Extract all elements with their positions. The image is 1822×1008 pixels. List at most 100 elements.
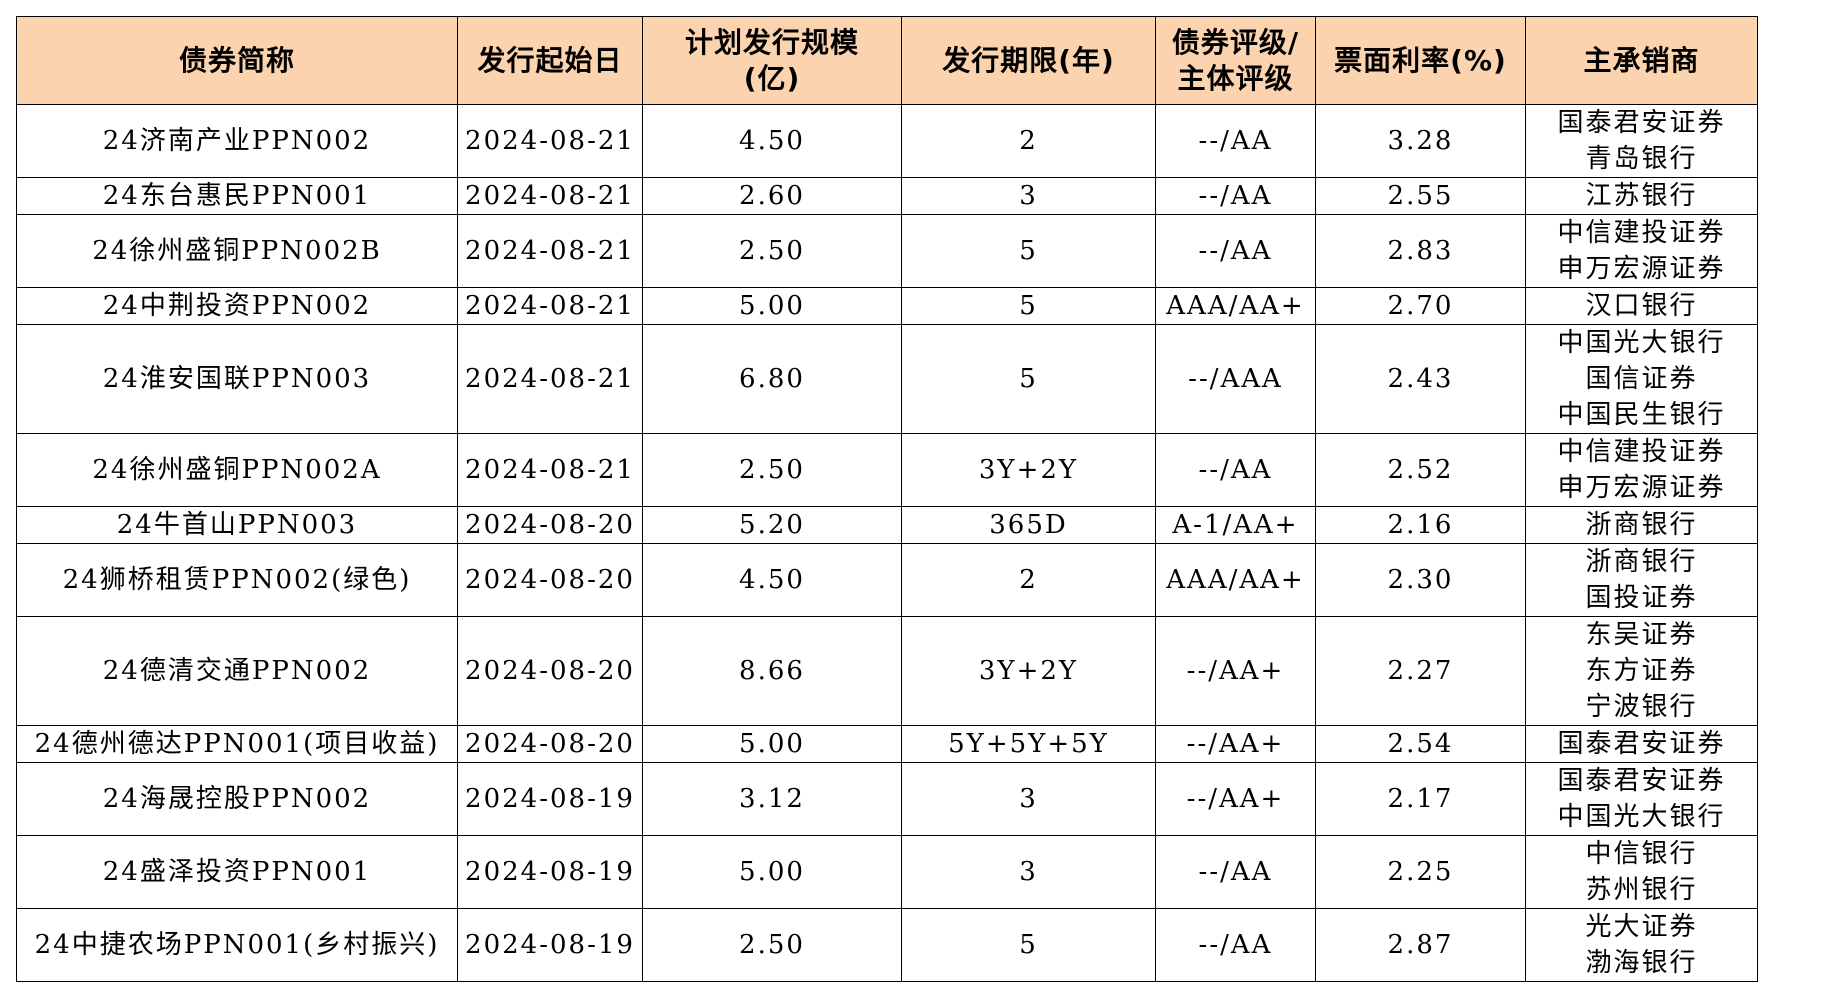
table-row: 24徐州盛铜PPN002B 2024-08-21 2.50 5 --/AA 2.83 中信建… [16, 214, 1758, 288]
header-rating-line: 债券评级/ [1171, 25, 1300, 59]
start-date-cell: 2024-08-21 [457, 324, 643, 434]
rating-cell: --/AA+ [1155, 762, 1316, 836]
table-row: 24盛泽投资PPN001 2024-08-19 5.00 3 --/AA 2.25 中信银行… [16, 835, 1758, 909]
planned-scale-cell: 4.50 [642, 543, 902, 617]
lead-underwriter-cell: 国泰君安证券 中国光大银行 [1525, 762, 1758, 836]
coupon-rate-cell: 2.30 [1315, 543, 1526, 617]
bond-name-cell: 24狮桥租赁PPN002(绿色) [16, 543, 458, 617]
planned-scale-cell: 2.60 [642, 177, 902, 215]
underwriter-name: 汉口银行 [1585, 291, 1698, 321]
table-row: 24徐州盛铜PPN002A 2024-08-21 2.50 3Y+2Y --/AA 2.5… [16, 433, 1758, 507]
header-lead-underwriter-line: 主承销商 [1583, 43, 1700, 77]
lead-underwriter-cell: 中国光大银行 国信证券中国民生银行 [1525, 324, 1758, 434]
rating-cell: --/AA [1155, 104, 1316, 178]
underwriter-name: 中国民生银行 [1557, 400, 1726, 430]
rating-cell: --/AA+ [1155, 725, 1316, 763]
underwriter-name: 中信银行 [1585, 839, 1698, 869]
start-date-cell: 2024-08-20 [457, 506, 643, 544]
term-cell: 3Y+2Y [901, 616, 1156, 726]
table-row: 24东台惠民PPN001 2024-08-21 2.60 3 --/AA 2.55 江苏银行 [16, 177, 1758, 215]
rating-cell: AAA/AA+ [1155, 543, 1316, 617]
start-date-cell: 2024-08-19 [457, 835, 643, 909]
underwriter-name: 浙商银行 [1585, 510, 1698, 540]
planned-scale-cell: 6.80 [642, 324, 902, 434]
underwriter-name: 宁波银行 [1585, 692, 1698, 722]
header-start-date: 发行起始日 [457, 16, 643, 105]
table-row: 24济南产业PPN002 2024-08-21 4.50 2 --/AA 3.28 国泰君安… [16, 104, 1758, 178]
underwriter-name: 东方证券 [1585, 656, 1698, 686]
table-row: 24淮安国联PPN003 2024-08-21 6.80 5 --/AAA 2.43 中国光… [16, 324, 1758, 434]
table-row: 24中荆投资PPN002 2024-08-21 5.00 5 AAA/AA+ 2.70 汉口… [16, 287, 1758, 325]
term-cell: 3 [901, 762, 1156, 836]
lead-underwriter-cell: 汉口银行 [1525, 287, 1758, 325]
coupon-rate-cell: 2.83 [1315, 214, 1526, 288]
header-lead-underwriter: 主承销商 [1525, 16, 1758, 105]
term-cell: 3 [901, 177, 1156, 215]
rating-cell: --/AA [1155, 908, 1316, 982]
table-row: 24德清交通PPN002 2024-08-20 8.66 3Y+2Y --/AA+ 2.2… [16, 616, 1758, 726]
rating-cell: A-1/AA+ [1155, 506, 1316, 544]
underwriter-name: 中国光大银行 [1557, 802, 1726, 832]
start-date-cell: 2024-08-20 [457, 725, 643, 763]
term-cell: 5 [901, 908, 1156, 982]
term-cell: 5 [901, 214, 1156, 288]
header-coupon-rate-line: 票面利率(%) [1334, 43, 1507, 77]
lead-underwriter-cell: 国泰君安证券 [1525, 725, 1758, 763]
coupon-rate-cell: 2.54 [1315, 725, 1526, 763]
term-cell: 3Y+2Y [901, 433, 1156, 507]
coupon-rate-cell: 2.25 [1315, 835, 1526, 909]
underwriter-name: 国泰君安证券 [1557, 108, 1726, 138]
header-planned-scale: 计划发行规模 (亿) [642, 16, 902, 105]
underwriter-name: 申万宏源证券 [1557, 473, 1726, 503]
term-cell: 365D [901, 506, 1156, 544]
lead-underwriter-cell: 浙商银行 国投证券 [1525, 543, 1758, 617]
table-row: 24德州德达PPN001(项目收益) 2024-08-20 5.00 5Y+5Y+5Y… [16, 725, 1758, 763]
start-date-cell: 2024-08-21 [457, 287, 643, 325]
start-date-cell: 2024-08-21 [457, 214, 643, 288]
header-bond-name-line: 债券简称 [178, 43, 295, 77]
lead-underwriter-cell: 光大证券 渤海银行 [1525, 908, 1758, 982]
bond-name-cell: 24中荆投资PPN002 [16, 287, 458, 325]
coupon-rate-cell: 2.52 [1315, 433, 1526, 507]
underwriter-name: 浙商银行 [1585, 547, 1698, 577]
underwriter-name: 中信建投证券 [1557, 437, 1726, 467]
coupon-rate-cell: 3.28 [1315, 104, 1526, 178]
coupon-rate-cell: 2.43 [1315, 324, 1526, 434]
rating-cell: --/AA [1155, 433, 1316, 507]
underwriter-name: 国投证券 [1585, 583, 1698, 613]
table-row: 24海晟控股PPN002 2024-08-19 3.12 3 --/AA+ 2.17 国泰君… [16, 762, 1758, 836]
term-cell: 5Y+5Y+5Y [901, 725, 1156, 763]
start-date-cell: 2024-08-20 [457, 616, 643, 726]
lead-underwriter-cell: 国泰君安证券 青岛银行 [1525, 104, 1758, 178]
header-term-line: 发行期限(年) [942, 43, 1115, 77]
underwriter-name: 东吴证券 [1585, 620, 1698, 650]
rating-cell: --/AA+ [1155, 616, 1316, 726]
header-planned-scale-line: (亿) [743, 61, 801, 95]
lead-underwriter-cell: 中信银行 苏州银行 [1525, 835, 1758, 909]
start-date-cell: 2024-08-21 [457, 433, 643, 507]
coupon-rate-cell: 2.17 [1315, 762, 1526, 836]
underwriter-name: 国泰君安证券 [1557, 766, 1726, 796]
coupon-rate-cell: 2.16 [1315, 506, 1526, 544]
planned-scale-cell: 4.50 [642, 104, 902, 178]
table-row: 24牛首山PPN003 2024-08-20 5.20 365D A-1/AA+ 2.16… [16, 506, 1758, 544]
table-body: 24济南产业PPN002 2024-08-21 4.50 2 --/AA 3.28 国泰君安… [16, 104, 1758, 982]
bond-name-cell: 24淮安国联PPN003 [16, 324, 458, 434]
planned-scale-cell: 3.12 [642, 762, 902, 836]
coupon-rate-cell: 2.70 [1315, 287, 1526, 325]
coupon-rate-cell: 2.55 [1315, 177, 1526, 215]
planned-scale-cell: 5.00 [642, 287, 902, 325]
underwriter-name: 中国光大银行 [1557, 328, 1726, 358]
term-cell: 5 [901, 324, 1156, 434]
underwriter-name: 国信证券 [1585, 364, 1698, 394]
rating-cell: --/AA [1155, 177, 1316, 215]
underwriter-name: 青岛银行 [1585, 144, 1698, 174]
planned-scale-cell: 2.50 [642, 433, 902, 507]
table-row: 24中捷农场PPN001(乡村振兴) 2024-08-19 2.50 5 --/AA 2.… [16, 908, 1758, 982]
planned-scale-cell: 5.00 [642, 835, 902, 909]
rating-cell: --/AA [1155, 214, 1316, 288]
rating-cell: --/AAA [1155, 324, 1316, 434]
bond-name-cell: 24中捷农场PPN001(乡村振兴) [16, 908, 458, 982]
planned-scale-cell: 2.50 [642, 214, 902, 288]
lead-underwriter-cell: 浙商银行 [1525, 506, 1758, 544]
